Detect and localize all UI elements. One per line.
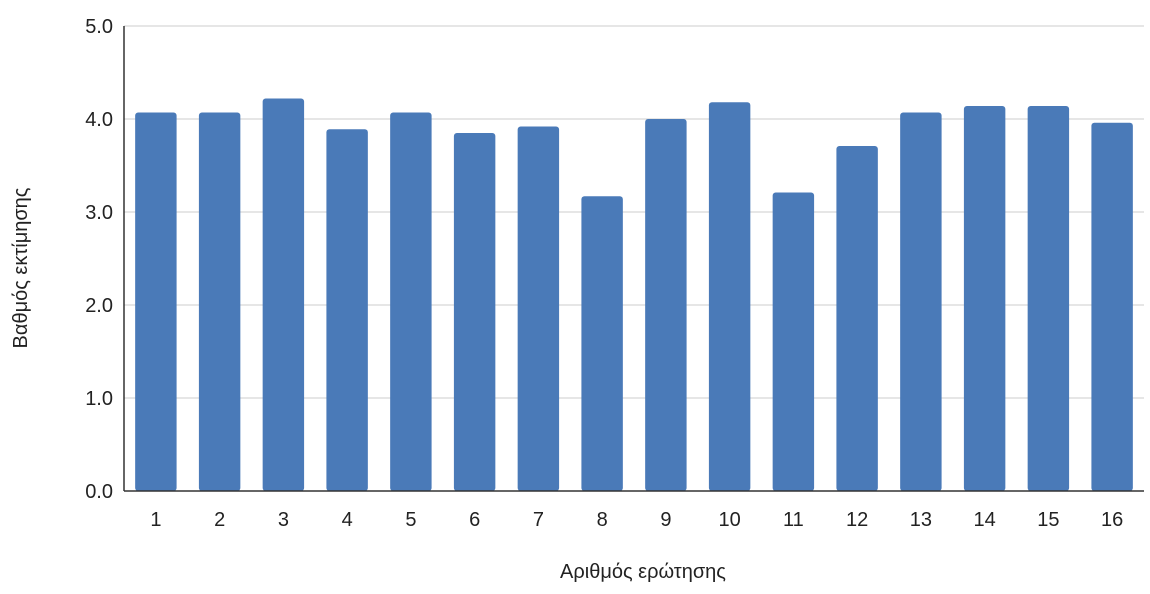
bar [453,132,496,491]
bar [836,145,878,491]
x-tick-label: 16 [1101,509,1123,531]
x-tick-label: 1 [150,509,161,531]
bar [198,112,241,492]
bar [963,105,1006,491]
x-tick-label: 12 [846,509,868,531]
bar [135,112,177,492]
x-tick-label: 3 [278,509,289,531]
x-tick-label: 4 [342,509,353,531]
bar [326,129,368,492]
bar [390,112,432,492]
bar [1027,105,1070,491]
x-tick-label: 13 [910,509,932,531]
x-tick-label: 10 [719,509,741,531]
x-axis-title: Αριθμός ερώτησης [560,561,726,583]
x-tick-label: 6 [469,509,480,531]
x-tick-label: 5 [405,509,416,531]
y-axis-title: Βαθμός εκτίμησης [10,187,32,348]
bar [645,119,687,491]
y-tick-label: 5.0 [85,16,113,38]
y-tick-label: 4.0 [85,109,113,131]
bar [1091,122,1133,491]
bars [135,98,1133,492]
bar [517,126,560,491]
y-tick-label: 1.0 [85,388,113,410]
axes [123,26,1144,492]
y-tick-label: 3.0 [85,202,113,224]
bar [581,196,623,491]
x-tick-label: 2 [214,509,225,531]
x-tick-label: 7 [533,509,544,531]
x-tick-label: 9 [660,509,671,531]
x-tick-label: 14 [974,509,996,531]
y-tick-labels: 0.0 1.0 2.0 3.0 4.0 5.0 [85,16,113,503]
bar [900,112,942,492]
x-tick-label: 15 [1037,509,1059,531]
x-tick-label: 8 [597,509,608,531]
bar [772,192,815,491]
y-tick-label: 2.0 [85,295,113,317]
x-tick-label: 11 [783,509,804,531]
y-tick-label: 0.0 [85,481,113,503]
bar [708,102,751,491]
x-tick-labels: 1 2 3 4 5 6 7 8 9 10 11 12 13 14 15 16 [150,509,1123,531]
bar [262,98,305,491]
